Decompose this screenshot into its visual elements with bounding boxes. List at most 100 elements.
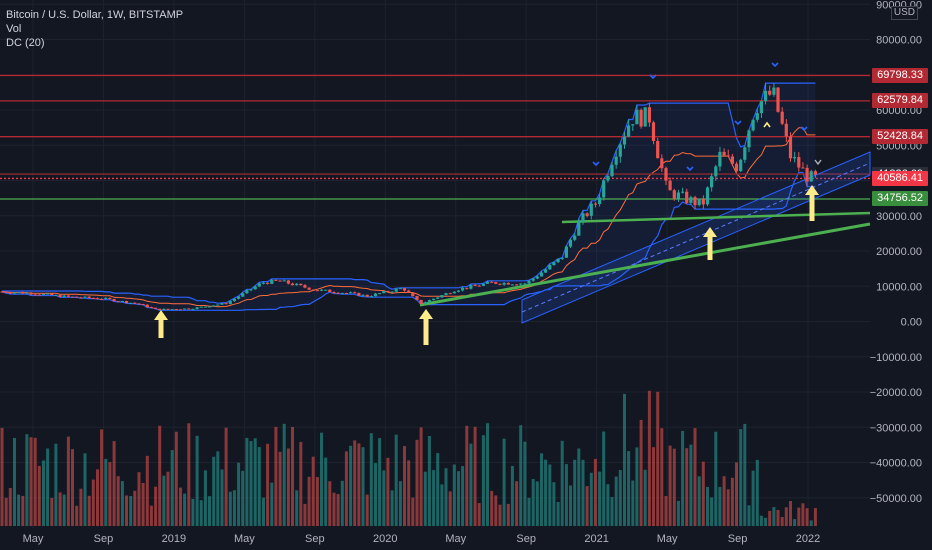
candle-body (784, 123, 788, 137)
candle-body (249, 289, 253, 291)
price-tag[interactable]: 40586.41 (872, 170, 928, 186)
x-axis[interactable]: May Sep 2019 May Sep 2020 May Sep 2021 May Sep 2022 (23, 533, 821, 545)
y-tick-label: −30000.00 (870, 422, 922, 434)
volume-bar (726, 489, 730, 526)
x-tick-label: Sep (305, 533, 325, 545)
candle-body (66, 295, 70, 297)
candle-body (232, 298, 236, 302)
candle-body (278, 280, 282, 282)
candle-body (548, 264, 552, 270)
candle-body (274, 279, 278, 281)
volume-bar (697, 476, 701, 526)
price-tag[interactable]: 34756.52 (872, 191, 928, 207)
candle-body (755, 113, 759, 120)
candle-body (710, 176, 714, 188)
candle-body (207, 306, 212, 308)
volume-bar (432, 470, 436, 526)
volume-bar (315, 477, 319, 526)
candle-body (523, 283, 527, 285)
candle-body (813, 171, 817, 175)
donchian-upper (2, 82, 816, 304)
currency-badge[interactable]: USD (890, 6, 918, 20)
candle-body (681, 191, 685, 193)
volume-bar (531, 479, 535, 526)
volume-bar (739, 429, 743, 526)
volume-bar (647, 390, 651, 526)
volume-bar (270, 482, 274, 526)
candle-body (423, 302, 427, 304)
candle-body (178, 309, 183, 311)
volume-bar (0, 427, 4, 526)
candle-body (62, 295, 66, 297)
volume-bar (448, 491, 452, 526)
candle-body (402, 288, 407, 291)
candle-body (87, 296, 91, 298)
volume-bar (46, 448, 50, 526)
volume-bar (58, 492, 62, 526)
volume-bar (25, 434, 29, 526)
volume-bar (772, 507, 776, 526)
candle-body (809, 171, 813, 182)
support-trendline-upper (561, 211, 871, 224)
candle-body (100, 298, 104, 300)
volume-bar (203, 470, 207, 526)
volume-bar (361, 447, 365, 526)
legend-donchian: DC (20) (6, 37, 45, 49)
candle-body (456, 290, 461, 292)
price-tag[interactable]: 62579.84 (872, 93, 928, 109)
candle-body (602, 180, 606, 198)
volume-bar (253, 438, 257, 526)
volume-bar (37, 465, 41, 526)
candle-body (461, 287, 465, 291)
signal-markers (592, 62, 822, 172)
volume-bar (79, 488, 83, 526)
volume-bar (17, 494, 21, 526)
candle-body (730, 156, 734, 164)
volume-bar (676, 500, 680, 526)
x-tick-label: 2019 (162, 533, 186, 545)
volume-bar (813, 508, 817, 526)
volume-bar (162, 475, 166, 526)
chevron-down-icon (592, 161, 600, 167)
volume-bar (336, 494, 340, 526)
y-axis[interactable]: 90000.0080000.0060000.0050000.0040000.00… (870, 0, 922, 505)
volume-bar (656, 391, 660, 526)
volume-bar (125, 495, 128, 526)
volume-bar (469, 443, 473, 526)
volume-bar (220, 469, 224, 526)
candle-body (382, 291, 386, 294)
candle-body (614, 156, 618, 165)
candle-body (108, 297, 112, 299)
candle-body (83, 296, 87, 298)
volume-bar (581, 459, 585, 526)
volume-bar (303, 503, 307, 526)
candle-body (427, 300, 431, 303)
candle-body (656, 141, 660, 159)
candle-body (17, 292, 21, 294)
volume-bar (614, 476, 618, 526)
volume-bar (100, 429, 104, 526)
volume-bar (768, 510, 772, 526)
candle-body (8, 292, 12, 294)
volume-bar (357, 443, 361, 526)
volume-bar (311, 456, 315, 526)
candle-body (448, 293, 452, 295)
volume-bar (324, 457, 328, 526)
candle-body (631, 124, 635, 126)
volume-bar (191, 498, 195, 526)
candle-body (303, 285, 307, 288)
candle-body (141, 304, 145, 305)
candle-body (510, 284, 514, 286)
candle-body (282, 280, 286, 282)
candle-body (319, 289, 324, 291)
volume-bar (473, 426, 477, 526)
volume-bar (83, 453, 87, 526)
volume-bar (4, 497, 8, 526)
volume-bar (519, 425, 523, 526)
price-tag[interactable]: 52428.84 (872, 129, 928, 145)
candle-body (552, 262, 556, 265)
volume-bar (208, 496, 211, 526)
price-tag[interactable]: 69798.33 (872, 67, 928, 83)
candle-body (639, 109, 643, 127)
